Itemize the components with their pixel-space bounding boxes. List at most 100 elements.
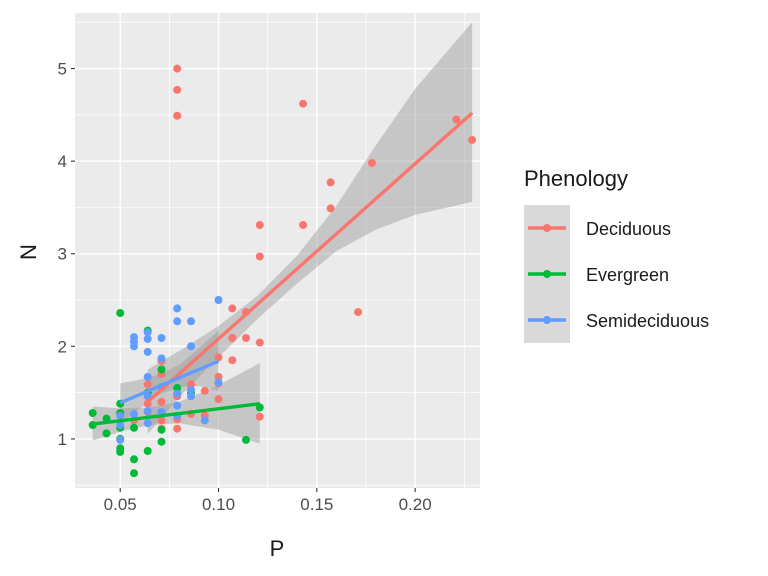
x-tick-label: 0.05 <box>104 495 137 514</box>
deciduous-point <box>255 338 264 347</box>
legend-key-point <box>543 224 551 232</box>
semideciduous-point <box>187 385 195 394</box>
evergreen-point <box>130 469 138 478</box>
semideciduous-point <box>116 421 125 429</box>
semideciduous-point <box>187 392 195 401</box>
evergreen-point <box>143 447 152 455</box>
semideciduous-point <box>214 378 223 387</box>
x-axis-title: P <box>270 536 285 561</box>
deciduous-point <box>468 135 477 144</box>
legend-keys: Deciduous Evergreen Semideciduous <box>524 205 709 343</box>
trend-lines <box>92 111 474 426</box>
deciduous-point <box>299 99 308 108</box>
evergreen-point <box>116 309 125 317</box>
legend: Phenology Deciduous Evergreen Semideciduou… <box>524 166 709 343</box>
minor-gridlines <box>75 13 480 488</box>
x-axis-ticks: 0.05 0.10 0.15 0.20 <box>104 488 432 514</box>
deciduous-point <box>200 386 209 395</box>
major-gridlines <box>75 13 480 488</box>
deciduous-point <box>173 111 182 120</box>
legend-title: Phenology <box>524 166 628 191</box>
semideciduous-point <box>157 334 166 342</box>
evergreen-point <box>157 425 166 434</box>
deciduous-point <box>173 85 182 94</box>
semideciduous-point <box>173 389 182 398</box>
deciduous-point <box>299 221 308 229</box>
semideciduous-point <box>116 411 125 420</box>
legend-key-point <box>543 316 551 324</box>
evergreen-point <box>157 365 166 374</box>
deciduous-point <box>255 252 264 261</box>
evergreen-point <box>242 435 250 444</box>
semideciduous-point <box>116 435 125 444</box>
semideciduous-point <box>187 317 195 326</box>
deciduous-point <box>187 380 195 389</box>
legend-key-point <box>543 270 551 278</box>
evergreen-point <box>88 409 97 417</box>
legend-label: Evergreen <box>586 265 669 285</box>
deciduous-point <box>228 334 237 342</box>
x-tick-label: 0.20 <box>399 495 432 514</box>
deciduous-point <box>143 380 152 389</box>
semideciduous-point <box>187 342 195 351</box>
semideciduous-point <box>200 416 209 425</box>
deciduous-point <box>157 416 166 425</box>
plot-panel <box>75 13 480 488</box>
semideciduous-confidence-band <box>120 330 219 425</box>
evergreen-point <box>130 455 138 464</box>
evergreen-point <box>130 423 138 432</box>
semideciduous-point <box>157 354 166 363</box>
deciduous-point <box>242 334 250 342</box>
deciduous-point <box>354 308 363 317</box>
y-tick-label: 2 <box>58 337 67 356</box>
deciduous-point <box>214 395 223 404</box>
semideciduous-point <box>143 407 152 416</box>
y-tick-label: 3 <box>58 245 67 264</box>
x-tick-label: 0.15 <box>300 495 333 514</box>
deciduous-point <box>214 372 223 381</box>
semideciduous-point <box>173 401 182 410</box>
evergreen-trend-line <box>92 402 261 426</box>
y-axis-title: N <box>16 244 41 260</box>
legend-item-deciduous: Deciduous <box>524 205 671 251</box>
semideciduous-point <box>143 347 152 356</box>
evergreen-point <box>173 384 182 392</box>
deciduous-point <box>214 353 223 362</box>
deciduous-point <box>255 412 264 421</box>
y-tick-label: 1 <box>58 430 67 449</box>
legend-label: Deciduous <box>586 219 671 239</box>
deciduous-point <box>367 159 376 167</box>
semideciduous-point <box>130 409 138 418</box>
semideciduous-point <box>143 419 152 428</box>
semideciduous-point <box>130 342 138 351</box>
deciduous-point <box>255 221 264 229</box>
deciduous-trend-line <box>146 111 474 404</box>
deciduous-point <box>228 356 237 365</box>
y-tick-label: 5 <box>58 60 67 79</box>
y-axis-ticks: 1 2 3 4 5 <box>58 60 75 449</box>
deciduous-point <box>157 397 166 406</box>
evergreen-point <box>116 447 125 456</box>
deciduous-point <box>173 424 182 433</box>
deciduous-point <box>173 64 182 73</box>
legend-label: Semideciduous <box>586 311 709 331</box>
semideciduous-point <box>173 317 182 326</box>
semideciduous-point <box>143 372 152 381</box>
data-points <box>88 64 477 478</box>
semideciduous-point <box>173 304 182 313</box>
semideciduous-point <box>143 328 152 337</box>
legend-item-evergreen: Evergreen <box>524 251 669 297</box>
semideciduous-trend-line <box>119 359 220 405</box>
evergreen-point <box>102 429 111 438</box>
deciduous-point <box>326 204 335 213</box>
x-tick-label: 0.10 <box>202 495 235 514</box>
semideciduous-point <box>214 296 223 304</box>
semideciduous-point <box>143 334 152 343</box>
deciduous-point <box>228 304 237 313</box>
deciduous-point <box>326 178 335 187</box>
legend-item-semideciduous: Semideciduous <box>524 297 709 343</box>
y-tick-label: 4 <box>58 152 67 171</box>
deciduous-point <box>452 115 461 124</box>
evergreen-point <box>157 437 166 446</box>
